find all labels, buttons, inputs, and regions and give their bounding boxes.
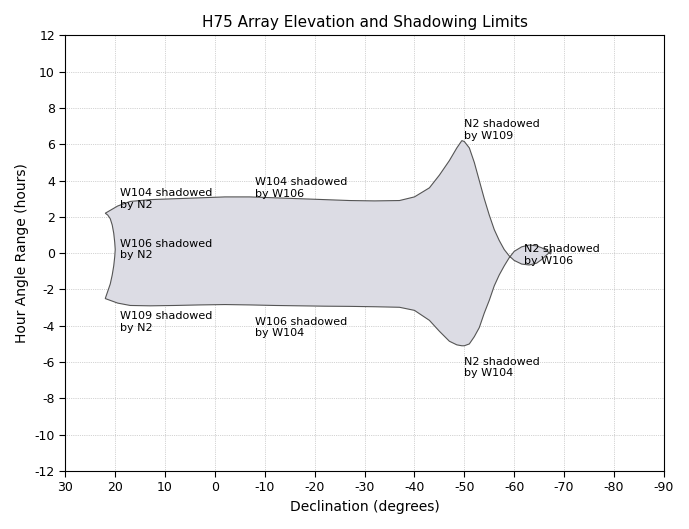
Text: N2 shadowed
by W104: N2 shadowed by W104 bbox=[464, 357, 540, 378]
X-axis label: Declination (degrees): Declination (degrees) bbox=[289, 500, 440, 514]
Text: W104 shadowed
by W106: W104 shadowed by W106 bbox=[255, 177, 347, 198]
Title: H75 Array Elevation and Shadowing Limits: H75 Array Elevation and Shadowing Limits bbox=[202, 15, 528, 30]
Text: W104 shadowed
by N2: W104 shadowed by N2 bbox=[120, 188, 213, 209]
Text: N2 shadowed
by W109: N2 shadowed by W109 bbox=[464, 119, 540, 141]
Text: W109 shadowed
by N2: W109 shadowed by N2 bbox=[120, 312, 213, 333]
Y-axis label: Hour Angle Range (hours): Hour Angle Range (hours) bbox=[15, 163, 29, 343]
Text: W106 shadowed
by N2: W106 shadowed by N2 bbox=[120, 239, 212, 260]
Text: W106 shadowed
by W104: W106 shadowed by W104 bbox=[255, 317, 347, 339]
Polygon shape bbox=[105, 141, 552, 346]
Text: N2 shadowed
by W106: N2 shadowed by W106 bbox=[524, 244, 600, 266]
